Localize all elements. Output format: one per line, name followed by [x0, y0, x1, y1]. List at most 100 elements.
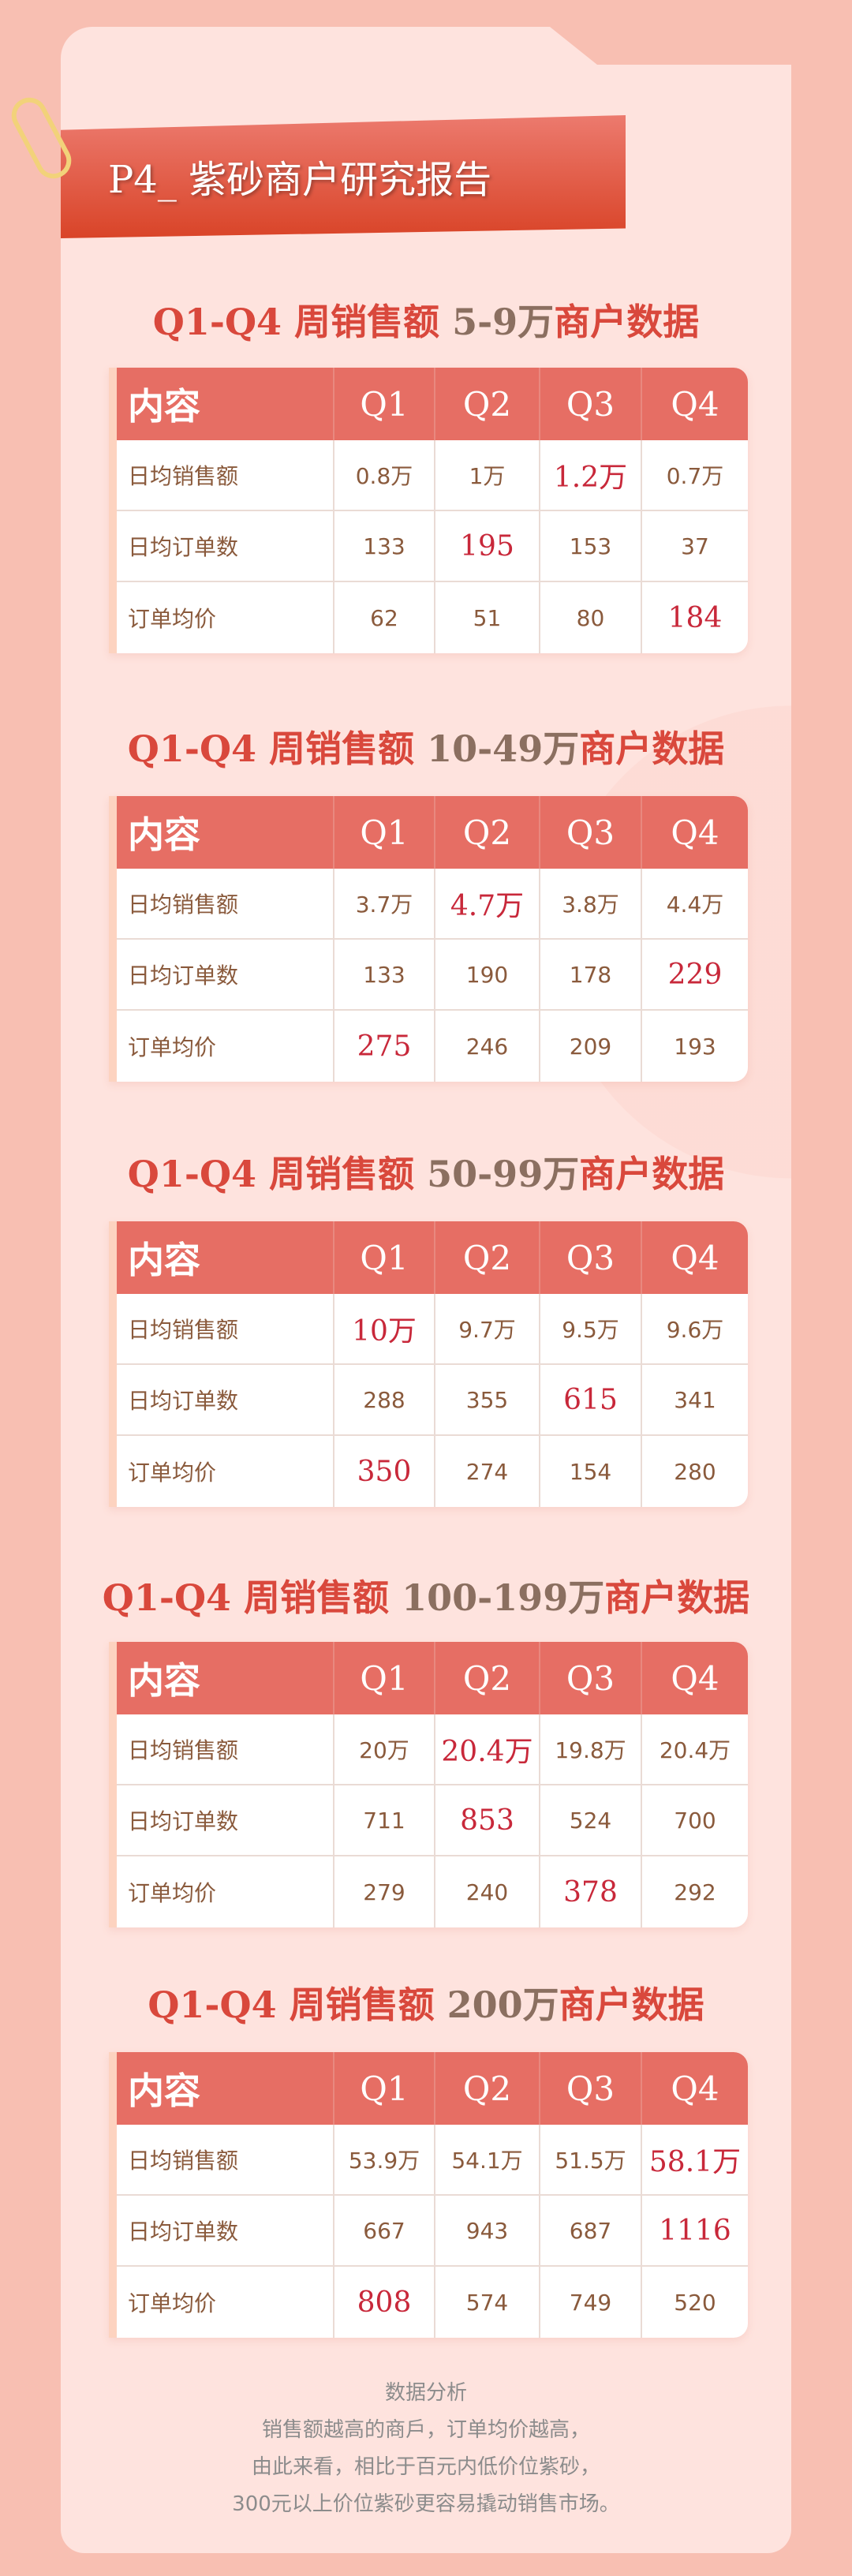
table-row: 日均订单数 133 195 153 37 [117, 511, 748, 582]
table-cell: 350 [334, 1436, 435, 1507]
column-header: Q1 [334, 1642, 435, 1714]
table-cell: 1万 [435, 440, 540, 510]
title-prefix: Q1-Q4 周销售额 [148, 1983, 447, 2026]
table-header: 内容 Q1 Q2 Q3 Q4 [117, 796, 748, 869]
table-cell: 288 [334, 1365, 435, 1434]
table-cell: 9.6万 [666, 1317, 724, 1343]
analysis-title: 数据分析 [384, 2381, 467, 2405]
table-cell: 0.7万 [666, 463, 724, 489]
table-cell: 280 [674, 1458, 716, 1485]
section-title: Q1-Q4 周销售额 5-9万商户数据 [61, 293, 791, 346]
title-range: 200万 [447, 1983, 559, 2026]
section-title: Q1-Q4 周销售额 10-49万商户数据 [61, 720, 791, 772]
column-header: Q2 [435, 796, 540, 869]
table-cell: 341 [674, 1386, 716, 1413]
analysis-line: 300元以上价位紫砂更容易撬动销售市场。 [232, 2492, 620, 2516]
table-cell: 133 [334, 940, 435, 1009]
row-label: 日均订单数 [117, 940, 334, 1009]
table-row: 订单均价 808 574 749 520 [117, 2267, 748, 2338]
column-header: Q4 [671, 813, 719, 852]
column-header: Q3 [540, 368, 642, 440]
table-header: 内容 Q1 Q2 Q3 Q4 [117, 2052, 748, 2125]
table-cell: 195 [435, 511, 540, 581]
row-label: 订单均价 [117, 2267, 334, 2338]
data-table: 内容 Q1 Q2 Q3 Q4 日均销售额 0.8万 1万 1.2万 0.7万 日均订单数 133 195… [109, 368, 748, 653]
table-row: 日均订单数 711 853 524 700 [117, 1785, 748, 1856]
title-ribbon: P4_ 紫砂商户研究报告 [61, 115, 626, 238]
title-range: 50-99万 [427, 1153, 580, 1195]
table-cell: 58.1万 [648, 2146, 742, 2178]
table-cell: 193 [674, 1033, 716, 1060]
table-cell: 246 [435, 1011, 540, 1082]
table-row: 订单均价 275 246 209 193 [117, 1011, 748, 1082]
table-cell: 80 [540, 582, 642, 653]
table-cell: 20万 [334, 1714, 435, 1784]
title-suffix: 商户数据 [554, 301, 700, 343]
column-header: Q4 [671, 2069, 719, 2108]
table-cell: 279 [334, 1856, 435, 1927]
column-header: 内容 [117, 1642, 334, 1714]
table-cell: 3.7万 [334, 869, 435, 938]
table-cell: 274 [435, 1436, 540, 1507]
row-label: 日均销售额 [117, 1294, 334, 1363]
table-row: 日均订单数 667 943 687 1116 [117, 2196, 748, 2267]
table-cell: 184 [667, 601, 723, 634]
table-cell: 10万 [334, 1294, 435, 1363]
row-label: 订单均价 [117, 1436, 334, 1507]
table-cell: 229 [667, 958, 723, 991]
table-cell: 178 [540, 940, 642, 1009]
table-cell: 19.8万 [540, 1714, 642, 1784]
column-header: Q1 [334, 796, 435, 869]
column-header: 内容 [117, 796, 334, 869]
table-cell: 54.1万 [435, 2125, 540, 2194]
table-cell: 711 [334, 1785, 435, 1855]
table-row: 日均销售额 3.7万 4.7万 3.8万 4.4万 [117, 869, 748, 940]
table-cell: 209 [540, 1011, 642, 1082]
section-title: Q1-Q4 周销售额 100-199万商户数据 [61, 1569, 791, 1621]
row-label: 日均销售额 [117, 1714, 334, 1784]
section-title: Q1-Q4 周销售额 200万商户数据 [61, 1976, 791, 2028]
analysis-text: 数据分析 销售额越高的商戶，订单均价越高， 由此来看，相比于百元内低价位紫砂， … [61, 2375, 791, 2523]
data-table: 内容 Q1 Q2 Q3 Q4 日均销售额 10万 9.7万 9.5万 9.6万 日均订单数 288 35… [109, 1221, 748, 1507]
table-cell: 4.4万 [666, 892, 724, 918]
table-cell: 275 [334, 1011, 435, 1082]
table-cell: 1.2万 [540, 440, 642, 510]
title-prefix: Q1-Q4 周销售额 [127, 727, 428, 770]
table-cell: 749 [540, 2267, 642, 2338]
table-cell: 700 [674, 1807, 716, 1834]
table-cell: 51 [435, 582, 540, 653]
table-cell: 154 [540, 1436, 642, 1507]
title-prefix: Q1-Q4 周销售额 [102, 1576, 402, 1619]
table-row: 订单均价 62 51 80 184 [117, 582, 748, 653]
table-row: 日均订单数 288 355 615 341 [117, 1365, 748, 1436]
column-header: Q4 [671, 1238, 719, 1277]
analysis-line: 销售额越高的商戶，订单均价越高， [261, 2418, 590, 2442]
title-suffix: 商户数据 [559, 1983, 704, 2026]
title-suffix: 商户数据 [579, 1153, 725, 1195]
column-header: Q2 [435, 368, 540, 440]
page-title: P4_ 紫砂商户研究报告 [108, 158, 492, 202]
table-cell: 3.8万 [540, 869, 642, 938]
table-cell: 20.4万 [659, 1737, 731, 1763]
table-cell: 4.7万 [435, 869, 540, 938]
table-row: 日均销售额 53.9万 54.1万 51.5万 58.1万 [117, 2125, 748, 2196]
table-cell: 20.4万 [435, 1714, 540, 1784]
column-header: 内容 [117, 1221, 334, 1294]
table-cell: 1116 [659, 2214, 731, 2247]
row-label: 日均订单数 [117, 511, 334, 581]
title-prefix: Q1-Q4 周销售额 [152, 301, 453, 343]
title-range: 100-199万 [402, 1576, 605, 1619]
table-cell: 51.5万 [540, 2125, 642, 2194]
row-label: 订单均价 [117, 1011, 334, 1082]
data-table: 内容 Q1 Q2 Q3 Q4 日均销售额 3.7万 4.7万 3.8万 4.4万 日均订单数 133 1… [109, 796, 748, 1082]
column-header: Q3 [540, 2052, 642, 2125]
table-cell: 574 [435, 2267, 540, 2338]
column-header: Q2 [435, 1642, 540, 1714]
table-cell: 133 [334, 511, 435, 581]
title-range: 10-49万 [427, 727, 580, 770]
column-header: Q4 [671, 1658, 719, 1698]
table-cell: 667 [334, 2196, 435, 2265]
table-cell: 355 [435, 1365, 540, 1434]
column-header: 内容 [117, 368, 334, 440]
column-header: Q1 [334, 2052, 435, 2125]
